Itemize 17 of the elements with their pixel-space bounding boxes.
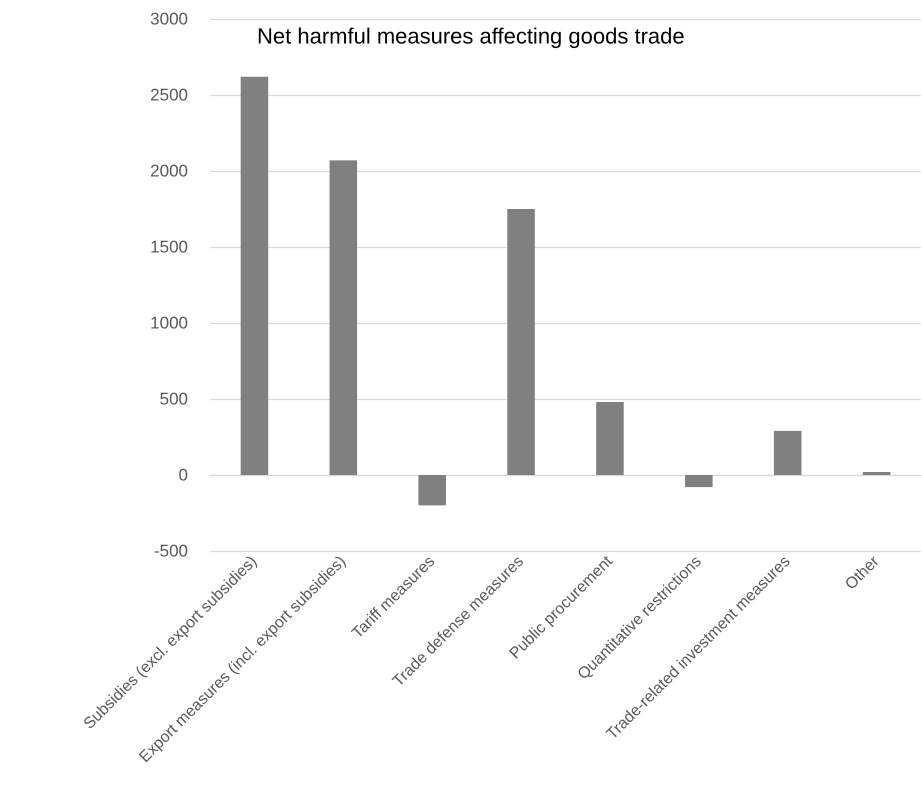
bar bbox=[596, 402, 624, 475]
y-tick-label: 1000 bbox=[150, 314, 188, 332]
y-tick-label: 500 bbox=[160, 390, 188, 408]
bar bbox=[507, 209, 535, 475]
y-tick-label: 2000 bbox=[150, 162, 188, 180]
bar bbox=[862, 472, 890, 475]
bar bbox=[330, 160, 358, 475]
bar bbox=[774, 430, 802, 475]
y-tick-label: 1500 bbox=[150, 238, 188, 256]
y-tick-label: 2500 bbox=[150, 86, 188, 104]
y-tick-label: 0 bbox=[178, 466, 188, 484]
y-tick-label: 3000 bbox=[150, 10, 188, 28]
bar bbox=[240, 76, 268, 475]
y-tick-label: -500 bbox=[154, 542, 188, 560]
bar bbox=[685, 475, 713, 488]
chart-title: Net harmful measures affecting goods trade bbox=[257, 24, 685, 48]
bar bbox=[418, 475, 446, 506]
